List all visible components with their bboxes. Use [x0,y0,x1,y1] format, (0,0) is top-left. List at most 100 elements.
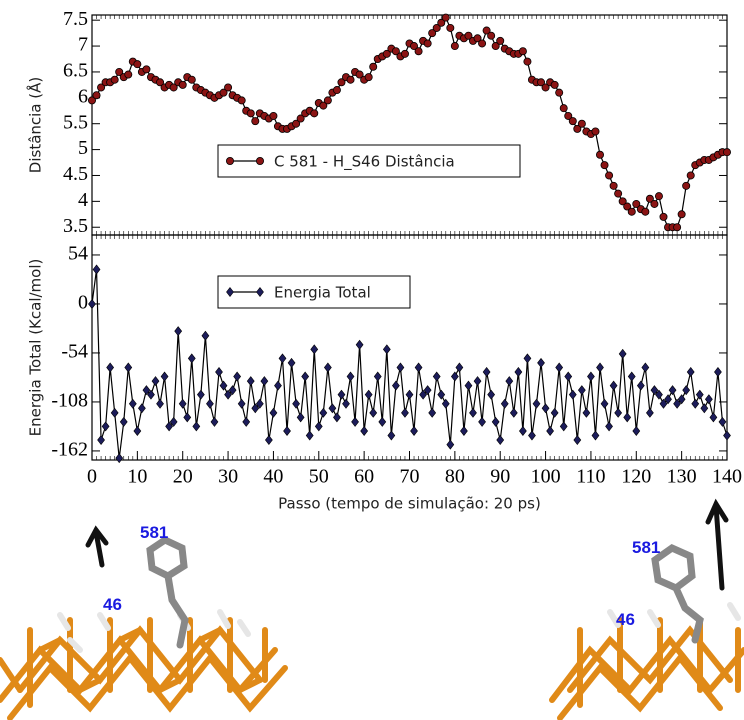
series-line [92,18,727,228]
marker [184,413,191,422]
marker [392,381,399,390]
marker [683,386,690,395]
marker [719,417,726,426]
marker [347,372,354,381]
marker [352,417,359,426]
marker [193,422,200,431]
marker [705,395,712,404]
marker [302,372,309,381]
legend-marker [226,157,233,164]
marker [628,372,635,381]
marker [433,372,440,381]
y-tick-label: 5.5 [63,111,88,133]
x-tick-label: 0 [87,466,97,488]
marker [678,211,685,218]
marker [615,408,622,417]
marker [479,417,486,426]
marker [560,422,567,431]
x-tick-label: 10 [127,466,147,488]
marker [397,363,404,372]
marker [637,381,644,390]
marker [438,390,445,399]
marker [451,42,458,49]
marker [324,363,331,372]
marker [188,76,195,83]
marker [578,120,585,127]
marker [465,381,472,390]
marker [515,367,522,376]
marker [587,372,594,381]
marker [556,363,563,372]
marker [261,377,268,386]
x-tick-label: 70 [400,466,420,488]
marker [442,399,449,408]
legend-marker [256,157,263,164]
marker [98,436,105,445]
marker [478,40,485,47]
marker [379,417,386,426]
marker [138,404,145,413]
y-tick-label: 4 [78,189,88,211]
structure-right: 581 46 [552,504,744,718]
marker [333,86,340,93]
marker [211,417,218,426]
marker [311,345,318,354]
marker [606,422,613,431]
marker [134,61,141,68]
x-tick-label: 20 [173,466,193,488]
marker [556,89,563,96]
marker [374,372,381,381]
marker [601,399,608,408]
x-tick-label: 110 [576,466,605,488]
marker [356,340,363,349]
x-tick-label: 90 [490,466,510,488]
marker [610,381,617,390]
marker [89,299,96,308]
marker [596,151,603,158]
marker [674,224,681,231]
marker [93,92,100,99]
marker [683,182,690,189]
marker [320,408,327,417]
marker [692,399,699,408]
marker [583,408,590,417]
marker [315,422,322,431]
y-tick-label: -108 [51,390,88,412]
marker [714,367,721,376]
marker [116,454,123,463]
marker [179,81,186,88]
marker [492,417,499,426]
marker [615,190,622,197]
marker [306,431,313,440]
marker [243,417,250,426]
marker [519,426,526,435]
y-tick-label: -162 [51,439,88,461]
marker [270,112,277,119]
atom-label: 581 [140,523,168,542]
marker [524,58,531,65]
plot-frame [92,235,727,460]
marker [628,208,635,215]
marker [401,408,408,417]
marker [447,440,454,449]
marker [311,110,318,117]
x-tick-label: 120 [621,466,651,488]
marker [642,363,649,372]
marker [406,390,413,399]
figure: 581 46 581 46 3.544.555.566.577.5Distânc… [0,0,744,720]
x-tick-label: 130 [667,466,697,488]
marker [157,399,164,408]
structure-left: 581 46 [0,523,285,718]
marker [401,50,408,57]
marker [456,363,463,372]
marker [538,358,545,367]
marker [551,81,558,88]
marker [284,426,291,435]
marker [274,381,281,390]
marker [560,105,567,112]
marker [365,390,372,399]
y-tick-label: 6 [78,85,88,107]
y-tick-label: 6.5 [63,60,88,82]
marker [333,413,340,422]
marker [234,372,241,381]
